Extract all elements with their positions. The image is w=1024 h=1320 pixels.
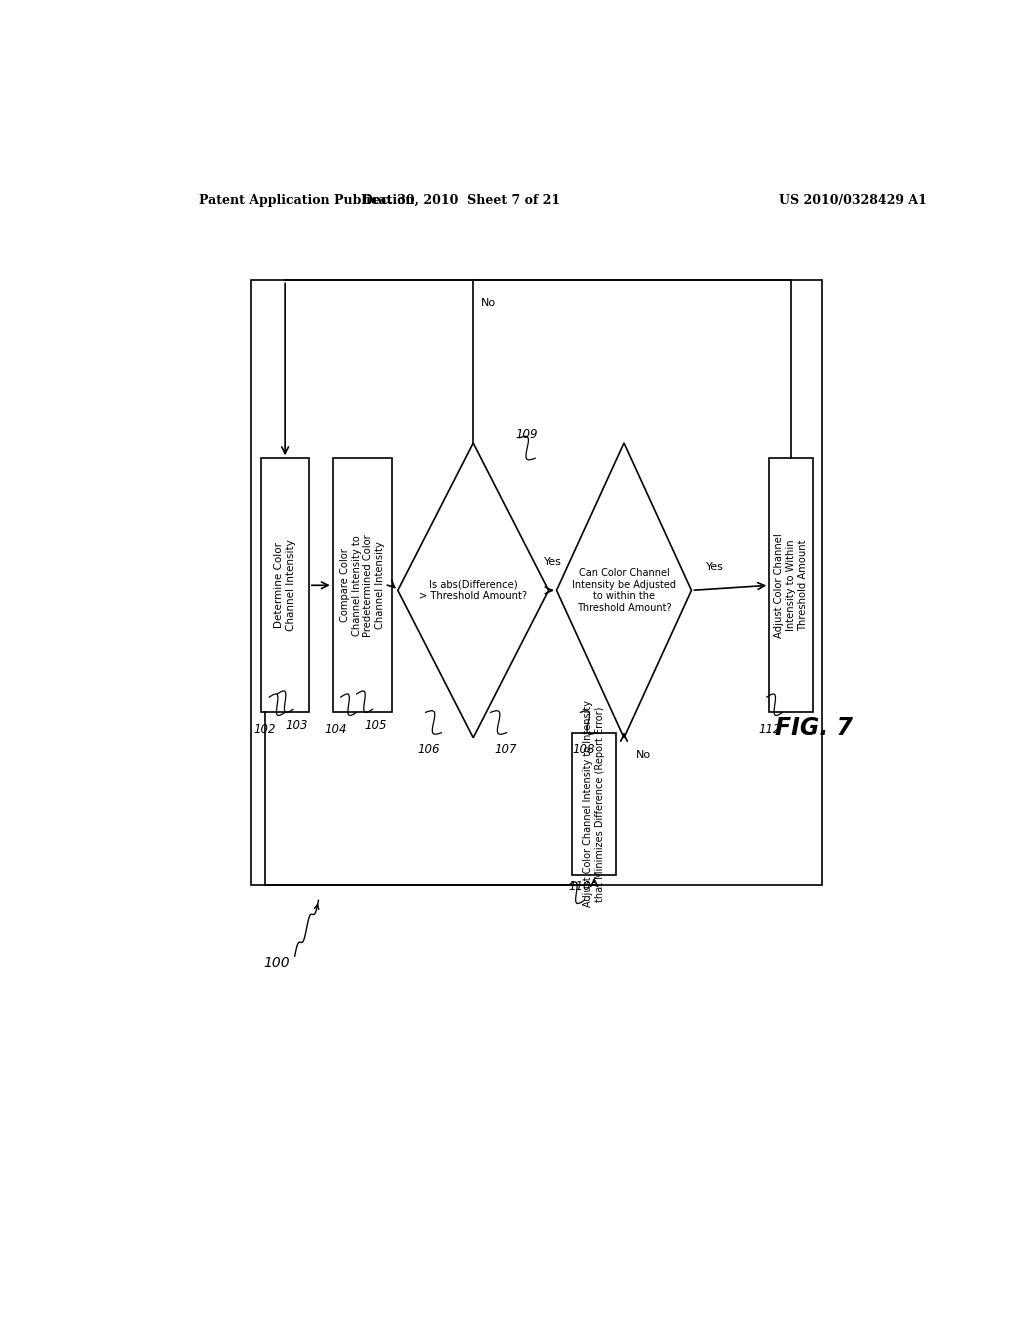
Text: 100: 100 — [263, 956, 290, 970]
Text: Determine Color
Channel Intensity: Determine Color Channel Intensity — [274, 540, 296, 631]
Text: Patent Application Publication: Patent Application Publication — [200, 194, 415, 207]
Text: 112: 112 — [759, 722, 781, 735]
Text: No: No — [636, 750, 651, 760]
Text: Can Color Channel
Intensity be Adjusted
to within the
Threshold Amount?: Can Color Channel Intensity be Adjusted … — [572, 568, 676, 612]
Text: Adjust Color Channel
Intensity to Within
Threshold Amount: Adjust Color Channel Intensity to Within… — [774, 533, 808, 638]
Text: 102: 102 — [253, 722, 275, 735]
Bar — [251, 280, 822, 886]
Polygon shape — [557, 444, 691, 738]
Bar — [333, 458, 392, 713]
Text: 103: 103 — [285, 719, 307, 733]
Bar — [261, 458, 309, 713]
Text: Yes: Yes — [707, 562, 724, 572]
Polygon shape — [397, 444, 549, 738]
Text: 108: 108 — [572, 743, 595, 756]
Text: 110: 110 — [568, 880, 591, 894]
Text: Is abs(Difference)
> Threshold Amount?: Is abs(Difference) > Threshold Amount? — [419, 579, 527, 601]
Text: 109: 109 — [515, 428, 538, 441]
Text: 106: 106 — [418, 743, 440, 756]
Text: FIG. 7: FIG. 7 — [775, 715, 853, 739]
Bar — [769, 458, 813, 713]
Text: 105: 105 — [365, 719, 387, 733]
Bar — [572, 733, 616, 875]
Text: 107: 107 — [495, 743, 517, 756]
Text: Dec. 30, 2010  Sheet 7 of 21: Dec. 30, 2010 Sheet 7 of 21 — [362, 194, 560, 207]
Text: No: No — [481, 298, 497, 308]
Text: Adjust Color Channel Intensity to Intensity
that Minimizes Difference (Report Er: Adjust Color Channel Intensity to Intens… — [584, 701, 605, 907]
Text: Compare Color
Channel Intensity to
Predetermined Color
Channel Intensity: Compare Color Channel Intensity to Prede… — [340, 533, 385, 636]
Text: US 2010/0328429 A1: US 2010/0328429 A1 — [778, 194, 927, 207]
Text: 104: 104 — [325, 722, 347, 735]
Text: Yes: Yes — [544, 557, 561, 568]
